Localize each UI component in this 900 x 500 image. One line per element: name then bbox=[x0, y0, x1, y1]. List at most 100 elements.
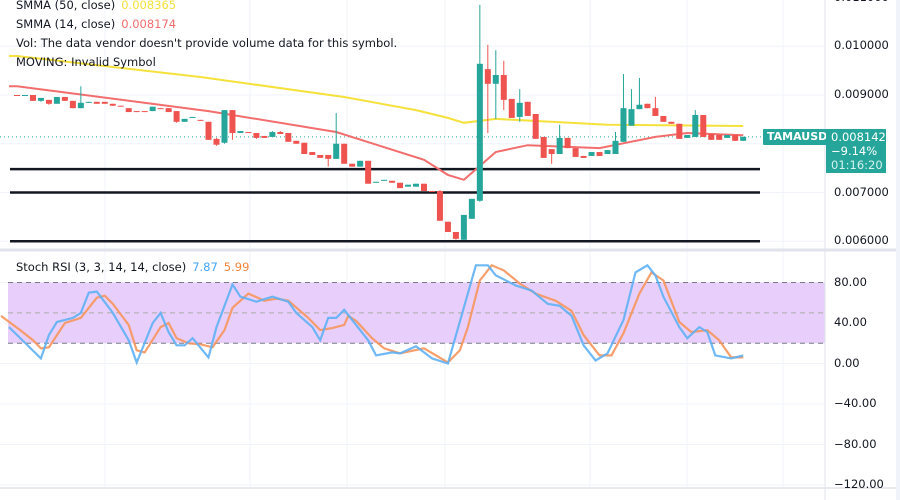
candle-body bbox=[700, 114, 707, 137]
candle-body bbox=[724, 134, 731, 138]
volume-message: Vol: The data vendor doesn't provide vol… bbox=[16, 36, 398, 50]
candle-up bbox=[604, 150, 611, 154]
candle-up bbox=[724, 134, 731, 138]
candle-body bbox=[580, 155, 587, 158]
candle-down bbox=[213, 137, 220, 146]
candle-down bbox=[229, 110, 236, 140]
price-tick-label: 0.011000 bbox=[834, 0, 889, 4]
candle-down bbox=[301, 142, 308, 154]
candle-body bbox=[365, 160, 372, 184]
candle-up bbox=[357, 160, 364, 167]
candle-up bbox=[516, 89, 523, 122]
last-price: 0.008142 bbox=[831, 130, 886, 144]
candle-body bbox=[197, 119, 204, 121]
price-tick-label: 0.006000 bbox=[834, 233, 889, 248]
candle-body bbox=[125, 108, 132, 113]
candle-body bbox=[213, 138, 220, 145]
candle-down bbox=[173, 111, 180, 123]
candle-down bbox=[580, 155, 587, 158]
candle-down bbox=[197, 119, 204, 121]
smma14-label: SMMA (14, close) bbox=[16, 17, 116, 31]
candle-down bbox=[317, 154, 324, 158]
candle-body bbox=[436, 191, 443, 221]
candle-down bbox=[420, 183, 427, 192]
candle-up bbox=[492, 50, 499, 119]
candle-body bbox=[428, 191, 435, 193]
candle-up bbox=[333, 113, 340, 159]
candle-body bbox=[676, 123, 683, 139]
candle-body bbox=[165, 108, 172, 113]
candle-down bbox=[365, 160, 372, 184]
candle-down bbox=[277, 131, 284, 134]
candle-body bbox=[341, 143, 348, 164]
price-tick-label: 0.009000 bbox=[834, 87, 889, 101]
bar-countdown: 01:16:20 bbox=[831, 158, 883, 172]
candle-body bbox=[596, 152, 603, 156]
candle-down bbox=[716, 134, 723, 140]
legend-smma50[interactable]: SMMA (50, close) 0.008365 bbox=[16, 0, 182, 15]
candle-body bbox=[53, 96, 60, 104]
stoch-k-value: 7.87 bbox=[192, 260, 218, 274]
candle-body bbox=[333, 143, 340, 159]
candle-up bbox=[636, 77, 643, 110]
legend-volume[interactable]: Vol: The data vendor doesn't provide vol… bbox=[16, 34, 403, 53]
candle-down bbox=[29, 95, 36, 101]
candle-body bbox=[460, 214, 467, 240]
legend-moving[interactable]: MOVING: Invalid Symbol bbox=[16, 53, 162, 72]
candle-body bbox=[237, 131, 244, 134]
candle-up bbox=[476, 4, 483, 202]
candle-up bbox=[740, 136, 747, 141]
candle-down bbox=[389, 180, 396, 183]
candle-body bbox=[101, 101, 108, 104]
candle-down bbox=[93, 101, 100, 104]
candle-down bbox=[109, 103, 116, 106]
candle-down bbox=[309, 152, 316, 155]
candle-body bbox=[14, 95, 20, 96]
candle-body bbox=[492, 75, 499, 84]
candle-up bbox=[269, 131, 276, 137]
candle-down bbox=[700, 114, 707, 137]
candle-down bbox=[652, 96, 659, 116]
candle-body bbox=[572, 148, 579, 157]
candle-body bbox=[109, 103, 116, 106]
candle-up bbox=[237, 131, 244, 134]
candle-body bbox=[532, 114, 539, 139]
stoch-tick-label: −80.00 bbox=[834, 436, 877, 451]
smma50-label: SMMA (50, close) bbox=[16, 0, 116, 12]
candle-body bbox=[349, 163, 356, 167]
candle-down bbox=[660, 115, 667, 122]
candle-body bbox=[413, 183, 419, 187]
candle-body bbox=[484, 69, 491, 84]
candles bbox=[14, 4, 747, 240]
stoch-tick-label: 0.00 bbox=[834, 355, 860, 370]
candle-body bbox=[149, 106, 156, 112]
smma50-line bbox=[9, 55, 744, 127]
legend-smma14[interactable]: SMMA (14, close) 0.008174 bbox=[16, 15, 182, 34]
legend-stoch-rsi[interactable]: Stoch RSI (3, 3, 14, 14, close) 7.87 5.99 bbox=[16, 258, 255, 277]
candle-body bbox=[245, 132, 252, 134]
candle-down bbox=[596, 152, 603, 156]
candle-body bbox=[373, 181, 380, 183]
candle-body bbox=[444, 221, 451, 232]
candle-down bbox=[69, 100, 76, 109]
candle-body bbox=[309, 152, 316, 155]
candle-up bbox=[85, 101, 92, 103]
candle-body bbox=[452, 231, 459, 239]
axis-right-edge bbox=[896, 0, 900, 500]
candle-body bbox=[684, 134, 691, 138]
candle-body bbox=[269, 132, 276, 137]
candle-body bbox=[556, 137, 563, 154]
candle-body bbox=[285, 133, 292, 142]
candle-down bbox=[500, 60, 507, 111]
candle-body bbox=[397, 182, 404, 189]
candle-up bbox=[684, 134, 691, 138]
stoch-rsi-label: Stoch RSI (3, 3, 14, 14, close) bbox=[16, 260, 187, 274]
candle-body bbox=[205, 121, 212, 140]
smma14-line bbox=[9, 85, 744, 181]
candle-body bbox=[117, 105, 124, 107]
candle-body bbox=[644, 103, 651, 109]
stoch-d-value: 5.99 bbox=[223, 260, 250, 274]
candle-up bbox=[468, 198, 475, 219]
candle-down bbox=[484, 44, 491, 134]
